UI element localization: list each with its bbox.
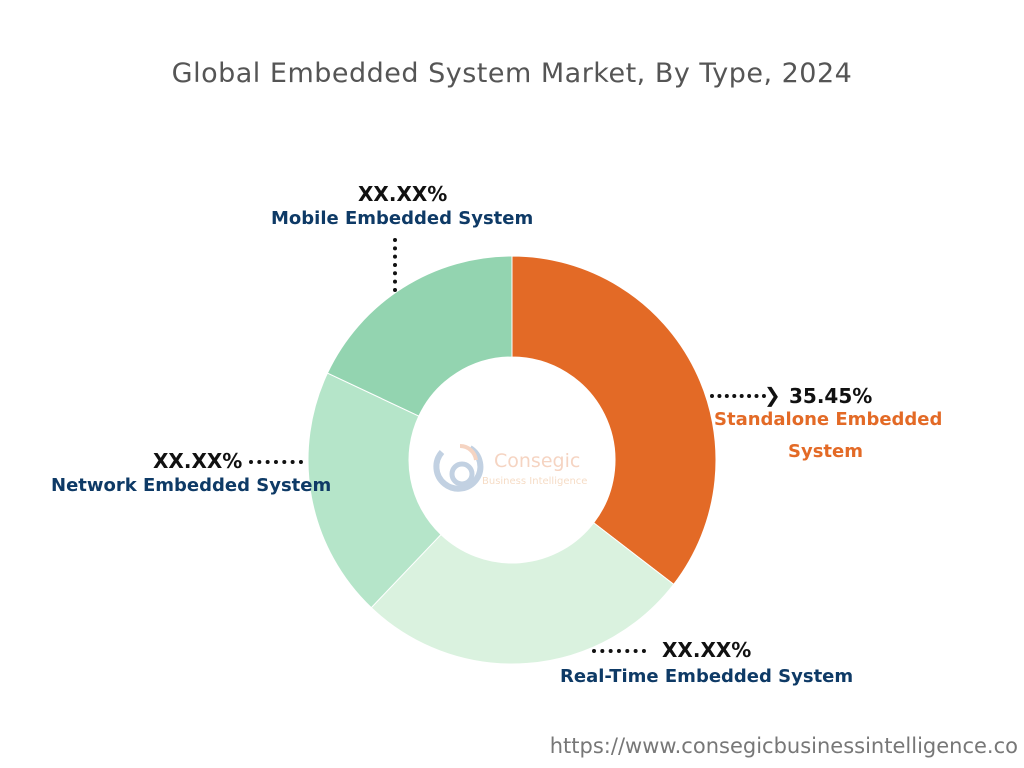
standalone-name-label-line1: Standalone Embedded	[714, 409, 943, 430]
logo-mark-icon	[433, 443, 484, 492]
mobile-name-label: Mobile Embedded System	[271, 208, 534, 229]
mobile-percent-label: XX.XX%	[358, 182, 448, 206]
chart-title: Global Embedded System Market, By Type, …	[171, 58, 853, 89]
logo-name: Consegic	[494, 450, 581, 472]
donut-slice-standalone-embedded-system	[511, 255, 717, 586]
standalone-leader-line	[710, 394, 766, 398]
network-leader-line	[249, 460, 303, 464]
donut-slice-network-embedded-system	[307, 372, 442, 609]
realtime-percent-label: XX.XX%	[662, 638, 752, 662]
standalone-name-label-line2: System	[788, 441, 863, 462]
footer-url: https://www.consegicbusinessintelligence…	[549, 734, 1018, 758]
realtime-leader-line	[592, 649, 646, 653]
consegic-logo: Consegic Business Intelligence	[430, 440, 600, 500]
donut-slice-real-time-embedded-system	[370, 522, 675, 665]
arrow-right-icon: ❯	[764, 383, 781, 407]
mobile-leader-line	[393, 238, 397, 292]
standalone-percent-label: 35.45%	[789, 384, 873, 408]
network-name-label: Network Embedded System	[51, 475, 332, 496]
logo-tagline: Business Intelligence	[482, 476, 588, 487]
realtime-name-label: Real-Time Embedded System	[560, 666, 854, 687]
donut-slice-mobile-embedded-system	[326, 255, 513, 417]
network-percent-label: XX.XX%	[153, 449, 243, 473]
